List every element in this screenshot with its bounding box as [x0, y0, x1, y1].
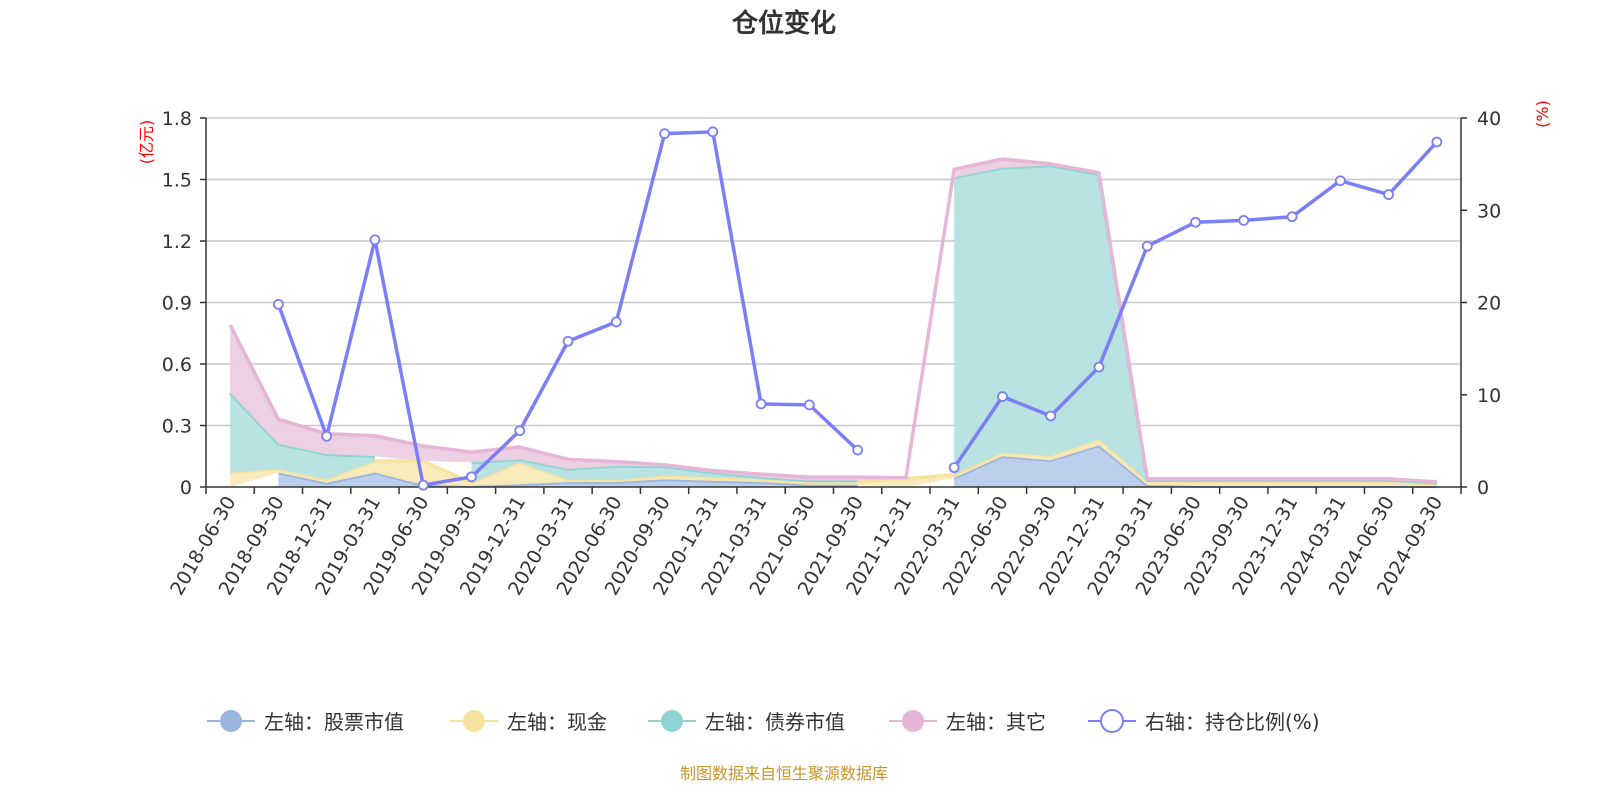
ratio-point [755, 398, 767, 410]
ratio-point [1334, 175, 1346, 187]
left-axis-tick-label: 1.2 [162, 231, 192, 253]
footer-source: 制图数据来自恒生聚源数据库 [680, 764, 888, 783]
ratio-point [707, 126, 719, 138]
left-axis-tick-label: 0.6 [162, 354, 192, 376]
left-axis-tick-label: 0.9 [162, 293, 192, 315]
ratio-point [948, 462, 960, 474]
legend: 左轴：股票市值 左轴：现金 左轴：债券市值 左轴：其它 右轴：持仓比例(%) [207, 709, 1320, 734]
area-左轴：债券市值 [230, 392, 375, 480]
ratio-point [1238, 214, 1250, 226]
legend-item[interactable]: 左轴：现金 [450, 710, 607, 734]
right-axis-tick-label: 40 [1477, 108, 1501, 130]
grid-lines [206, 117, 1461, 427]
legend-label: 左轴：其它 [946, 710, 1046, 734]
left-axis-tick-label: 1.5 [162, 170, 192, 192]
ratio-point [562, 335, 574, 347]
ratio-point [1286, 211, 1298, 223]
ratio-point [610, 316, 622, 328]
ratio-point [417, 479, 429, 491]
legend-item[interactable]: 左轴：债券市值 [648, 710, 845, 734]
legend-circle-icon [902, 710, 924, 732]
ratio-line-series [273, 126, 1443, 491]
legend-label: 左轴：股票市值 [264, 710, 404, 734]
legend-label: 左轴：债券市值 [705, 710, 845, 734]
ratio-point [997, 391, 1008, 402]
ratio-point [1045, 410, 1057, 422]
legend-label: 左轴：现金 [507, 710, 607, 734]
legend-circle-icon [661, 710, 683, 732]
legend-circle-icon [463, 710, 485, 732]
ratio-point [514, 425, 526, 437]
ratio-point [466, 471, 477, 483]
left-axis-tick-label: 0 [180, 477, 192, 499]
legend-item[interactable]: 左轴：其它 [889, 710, 1046, 734]
axes: 00.30.60.91.21.51.80102030402018-06-3020… [162, 108, 1501, 599]
area-左轴：股票市值 [278, 472, 858, 487]
ratio-point [273, 298, 284, 310]
ratio-point [1093, 361, 1105, 373]
area-左轴：股票市值 [954, 445, 1437, 487]
chart-title: 仓位变化 [731, 8, 836, 39]
ratio-point [852, 444, 864, 456]
left-axis-tick-label: 0.3 [162, 416, 192, 438]
legend-circle-icon [220, 710, 242, 732]
legend-item[interactable]: 右轴：持仓比例(%) [1088, 709, 1320, 734]
ratio-line [276, 130, 859, 487]
legend-hollow-circle-icon [1100, 709, 1124, 733]
ratio-point [803, 399, 815, 411]
left-axis-unit: (亿元) [137, 120, 156, 165]
legend-label: 右轴：持仓比例(%) [1145, 710, 1320, 734]
stacked-areas [228, 157, 1437, 489]
ratio-point [369, 234, 381, 246]
area-左轴：其它 [230, 159, 1437, 483]
right-axis-tick-label: 30 [1477, 200, 1501, 222]
right-axis-unit: (%) [1533, 100, 1552, 128]
ratio-point [1190, 216, 1201, 228]
ratio-point [321, 430, 333, 442]
left-axis-tick-label: 1.8 [162, 108, 192, 130]
area-左轴：债券市值 [471, 459, 858, 483]
area-左轴：现金 [230, 439, 1437, 487]
ratio-point [1431, 136, 1443, 148]
right-axis-tick-label: 20 [1477, 293, 1501, 315]
ratio-point [1383, 189, 1394, 200]
ratio-point [659, 128, 670, 140]
legend-item[interactable]: 左轴：股票市值 [207, 710, 404, 734]
right-axis-tick-label: 0 [1477, 477, 1489, 499]
area-左轴：债券市值 [954, 165, 1437, 484]
ratio-point [1141, 240, 1153, 252]
area-line-左轴：其它 [228, 157, 1437, 484]
right-axis-tick-label: 10 [1477, 385, 1501, 407]
